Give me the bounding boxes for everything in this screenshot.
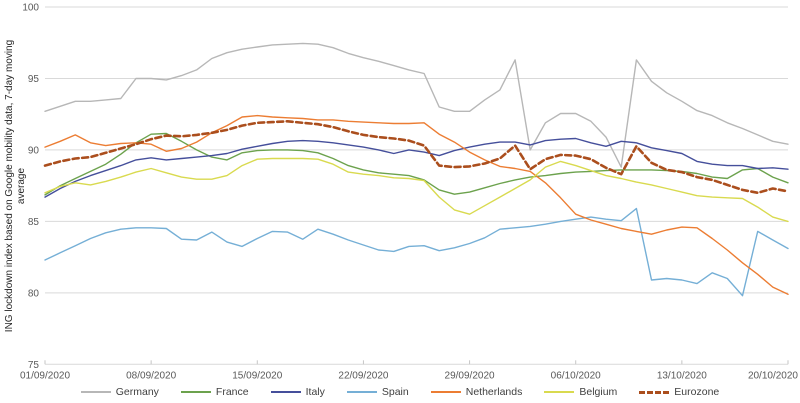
y-tick-label-85: 85 — [28, 217, 40, 228]
y-tick-label-95: 95 — [28, 74, 40, 85]
chart-line-netherlands — [44, 114, 789, 295]
legend-label-france: France — [215, 386, 249, 398]
legend-item-netherlands: Netherlands — [430, 385, 523, 399]
legend-swatch-spain — [346, 391, 377, 393]
y-axis-title: ING lockdown index based on Google mobil… — [4, 39, 27, 333]
legend-item-france: France — [180, 385, 249, 399]
legend-item-belgium: Belgium — [544, 385, 617, 399]
legend-item-germany: Germany — [80, 385, 159, 399]
x-tick-label-4: 29/09/2020 — [445, 370, 495, 381]
legend-swatch-netherlands — [430, 391, 461, 393]
x-tick-label-7: 20/10/2020 — [748, 370, 798, 381]
y-tick-label-100: 100 — [22, 3, 39, 14]
chart-line-germany — [44, 42, 789, 168]
legend-label-eurozone: Eurozone — [674, 386, 720, 398]
legend-swatch-belgium — [544, 391, 575, 393]
legend-swatch-italy — [270, 391, 301, 393]
y-tick-label-80: 80 — [28, 288, 40, 299]
legend-label-italy: Italy — [305, 386, 325, 398]
y-tick-label-90: 90 — [28, 145, 40, 156]
legend-item-eurozone: Eurozone — [639, 385, 719, 399]
legend-label-spain: Spain — [381, 386, 409, 398]
x-tick-label-1: 08/09/2020 — [126, 370, 176, 381]
x-tick-label-5: 06/10/2020 — [551, 370, 601, 381]
x-tick-label-2: 15/09/2020 — [232, 370, 282, 381]
legend-swatch-eurozone — [639, 390, 670, 394]
y-tick-label-75: 75 — [28, 360, 40, 371]
x-tick-label-3: 22/09/2020 — [338, 370, 388, 381]
chart-line-spain — [44, 207, 789, 297]
legend-label-netherlands: Netherlands — [465, 386, 523, 398]
legend-label-germany: Germany — [115, 386, 159, 398]
legend-swatch-france — [180, 391, 211, 393]
chart-line-eurozone — [43, 120, 790, 195]
legend-item-spain: Spain — [346, 385, 409, 399]
x-tick-label-6: 13/10/2020 — [657, 370, 707, 381]
chart-line-italy — [44, 137, 789, 198]
legend-item-italy: Italy — [270, 385, 325, 399]
x-tick-label-0: 01/09/2020 — [20, 370, 70, 381]
legend-label-belgium: Belgium — [579, 386, 618, 398]
chart-line-belgium — [44, 157, 789, 223]
legend-swatch-germany — [80, 391, 111, 393]
chart-legend: Germany France Italy Spain Netherlands Belgiu… — [0, 384, 800, 400]
